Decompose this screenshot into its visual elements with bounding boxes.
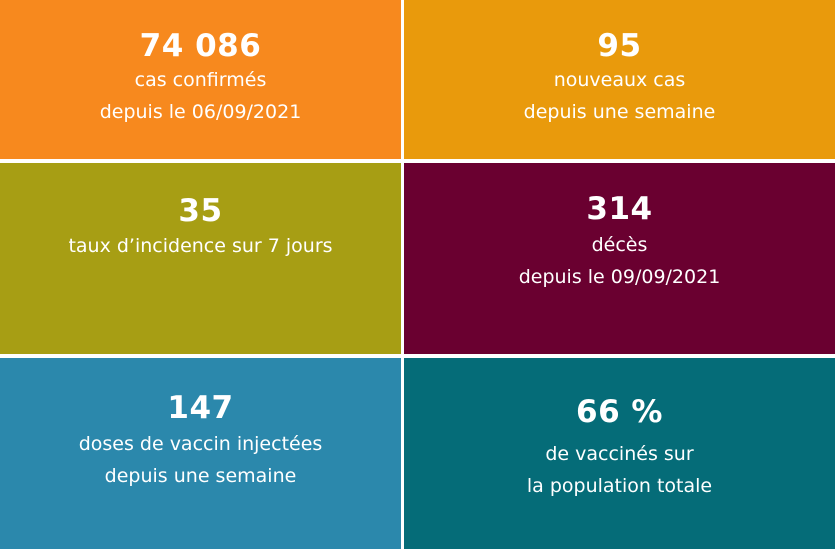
tile-sublabel: depuis le 09/09/2021 (518, 266, 721, 288)
tile-value: 147 (167, 390, 234, 426)
tile-value: 314 (586, 191, 653, 227)
tile-sublabel: la population totale (526, 475, 713, 497)
tile-label: doses de vaccin injectées (78, 433, 323, 455)
tile-confirmed-cases: 74 086 cas confirmés depuis le 06/09/202… (0, 0, 401, 159)
tile-value: 35 (178, 193, 223, 229)
tile-value: 74 086 (139, 28, 262, 64)
tile-vaccinated-share: 66 % de vaccinés sur la population total… (404, 358, 835, 549)
tile-label: taux d’incidence sur 7 jours (68, 235, 333, 257)
tile-deaths: 314 décès depuis le 09/09/2021 (404, 163, 835, 354)
tile-vaccine-doses: 147 doses de vaccin injectées depuis une… (0, 358, 401, 549)
tile-label: décès (591, 234, 648, 256)
tile-label: nouveaux cas (553, 69, 686, 91)
tile-value: 95 (597, 28, 642, 64)
tile-sublabel: depuis le 06/09/2021 (99, 101, 302, 123)
tile-value: 66 % (576, 394, 663, 430)
tile-label: cas confirmés (134, 69, 267, 91)
tile-sublabel: depuis une semaine (523, 101, 716, 123)
tile-new-cases: 95 nouveaux cas depuis une semaine (404, 0, 835, 159)
tile-incidence-rate: 35 taux d’incidence sur 7 jours (0, 163, 401, 354)
tile-label: de vaccinés sur (545, 443, 694, 465)
tile-sublabel: depuis une semaine (104, 465, 297, 487)
